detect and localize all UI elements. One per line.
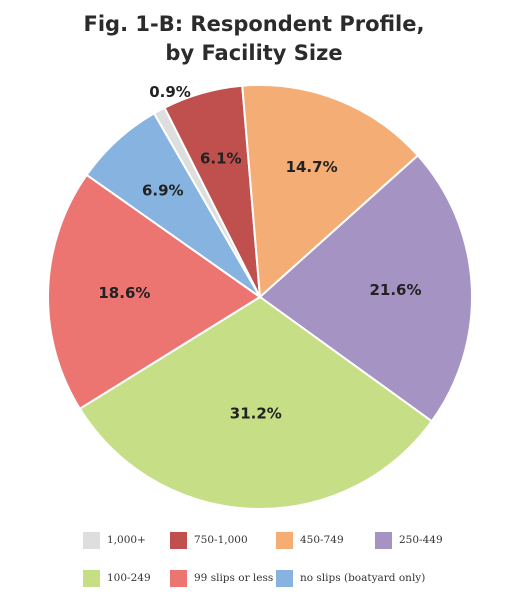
pie-slices	[47, 84, 473, 510]
pie-slice-100-249	[78, 295, 434, 510]
pie-label-1-000-plus: 0.9%	[149, 83, 191, 101]
pie-label-no-slips-boatyard-only: 6.9%	[142, 182, 184, 200]
pie-label-99-slips-or-less: 18.6%	[98, 284, 150, 302]
chart-title: Fig. 1-B: Respondent Profile, by Facilit…	[0, 10, 508, 68]
chart-title-line-1: Fig. 1-B: Respondent Profile,	[83, 12, 425, 36]
pie-slice-99-slips-or-less	[47, 173, 262, 411]
pie-label-750-1-000: 6.1%	[200, 149, 242, 167]
pie-label-450-749: 14.7%	[286, 158, 338, 176]
pie-labels: 0.9% 6.1% 14.7% 21.6% 31.2% 18.6% 6.9%	[98, 83, 421, 423]
pie-slice-450-749	[241, 84, 420, 300]
chart-title-line-2: by Facility Size	[165, 41, 343, 65]
pie-slice-no-slips-boatyard-only	[85, 112, 261, 298]
pie-label-250-449: 21.6%	[369, 281, 421, 299]
pie-label-100-249: 31.2%	[230, 405, 282, 423]
pie-slice-250-449	[258, 154, 473, 423]
